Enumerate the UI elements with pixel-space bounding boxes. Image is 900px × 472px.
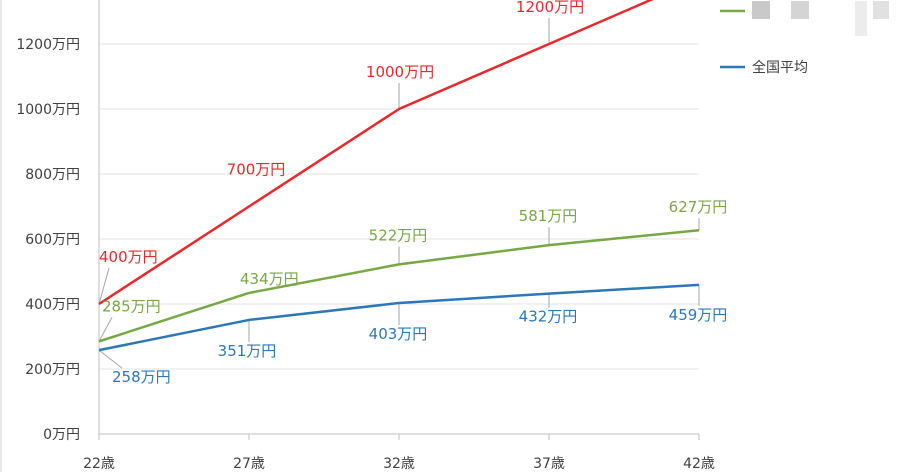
y-axis: 0万円 200万円 400万円 600万円 800万円 1000万円 1200万円 <box>16 0 100 443</box>
data-label: 581万円 <box>519 207 578 225</box>
data-labels: 400万円 700万円 1000万円 1200万円 285万円 434万円 522万円 581… <box>99 0 727 386</box>
series-line <box>98 0 654 306</box>
data-label: 432万円 <box>519 308 578 326</box>
data-label: 1200万円 <box>516 0 584 16</box>
y-tick-label: 1200万円 <box>16 37 80 53</box>
x-tick-label: 32歳 <box>383 456 415 472</box>
data-label: 400万円 <box>99 248 158 266</box>
x-tick-label: 42歳 <box>683 456 715 472</box>
y-tick-label: 200万円 <box>25 362 80 378</box>
data-label: 627万円 <box>669 198 728 216</box>
legend: 全国平均 <box>720 1 889 76</box>
data-label: 522万円 <box>369 226 428 244</box>
series-line <box>98 283 700 352</box>
series-lines <box>98 0 700 352</box>
data-label: 434万円 <box>240 270 299 288</box>
data-label: 403万円 <box>369 325 428 343</box>
y-tick-label: 0万円 <box>43 427 80 443</box>
data-label: 258万円 <box>112 368 171 386</box>
data-label: 1000万円 <box>366 63 434 81</box>
y-tick-label: 600万円 <box>25 232 80 248</box>
legend-label-national-average: 全国平均 <box>752 59 808 76</box>
x-axis: 22歳 27歳 32歳 37歳 42歳 <box>83 433 715 472</box>
label-leader-lines <box>98 18 700 369</box>
y-tick-label: 1000万円 <box>16 102 80 118</box>
label-leader-line <box>98 349 123 369</box>
data-label: 459万円 <box>669 306 728 324</box>
series-line <box>98 228 700 343</box>
data-label: 285万円 <box>102 297 161 315</box>
y-tick-label: 400万円 <box>25 297 80 313</box>
legend-blurred-label-1 <box>752 1 770 19</box>
legend-blurred-label-4 <box>873 1 889 19</box>
x-tick-label: 27歳 <box>233 456 265 472</box>
label-leader-line <box>98 267 110 305</box>
x-tick-label: 22歳 <box>83 456 115 472</box>
data-label: 700万円 <box>227 161 286 179</box>
legend-blurred-label-3 <box>855 1 867 36</box>
x-tick-label: 37歳 <box>533 456 565 472</box>
data-label: 351万円 <box>218 342 277 360</box>
y-tick-label: 800万円 <box>25 167 80 183</box>
label-leader-line <box>98 317 113 342</box>
legend-blurred-label-2 <box>791 1 809 19</box>
